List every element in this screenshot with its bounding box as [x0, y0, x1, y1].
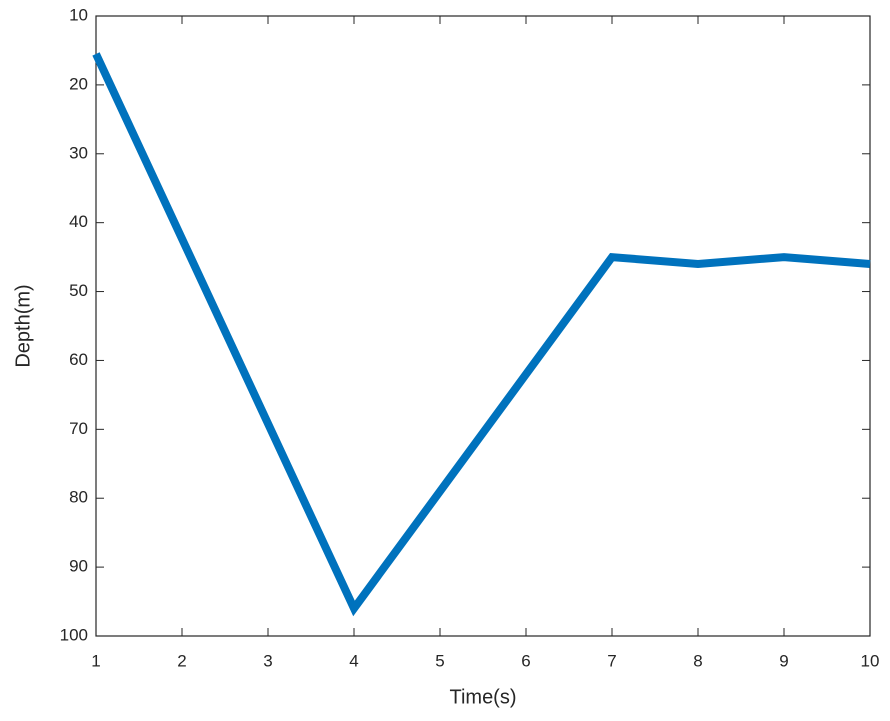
y-tick-label: 10 [69, 5, 88, 24]
y-tick-label: 90 [69, 557, 88, 576]
x-tick-label: 2 [177, 651, 186, 670]
y-tick-label: 50 [69, 281, 88, 300]
x-axis-label: Time(s) [449, 686, 516, 708]
y-axis-label: Depth(m) [12, 284, 34, 367]
y-tick-label: 60 [69, 350, 88, 369]
x-tick-label: 9 [779, 651, 788, 670]
x-tick-label: 3 [263, 651, 272, 670]
x-tick-label: 7 [607, 651, 616, 670]
x-tick-label: 4 [349, 651, 358, 670]
x-tick-label: 8 [693, 651, 702, 670]
y-tick-label: 80 [69, 488, 88, 507]
y-tick-label: 70 [69, 419, 88, 438]
y-tick-label: 40 [69, 212, 88, 231]
x-tick-label: 5 [435, 651, 444, 670]
y-tick-label: 100 [60, 625, 88, 644]
y-tick-label: 30 [69, 143, 88, 162]
plot-box [95, 15, 871, 637]
y-tick-label: 20 [69, 74, 88, 93]
x-tick-label: 1 [91, 651, 100, 670]
data-line [92, 52, 871, 617]
x-tick-label: 10 [861, 651, 880, 670]
x-tick-label: 6 [521, 651, 530, 670]
